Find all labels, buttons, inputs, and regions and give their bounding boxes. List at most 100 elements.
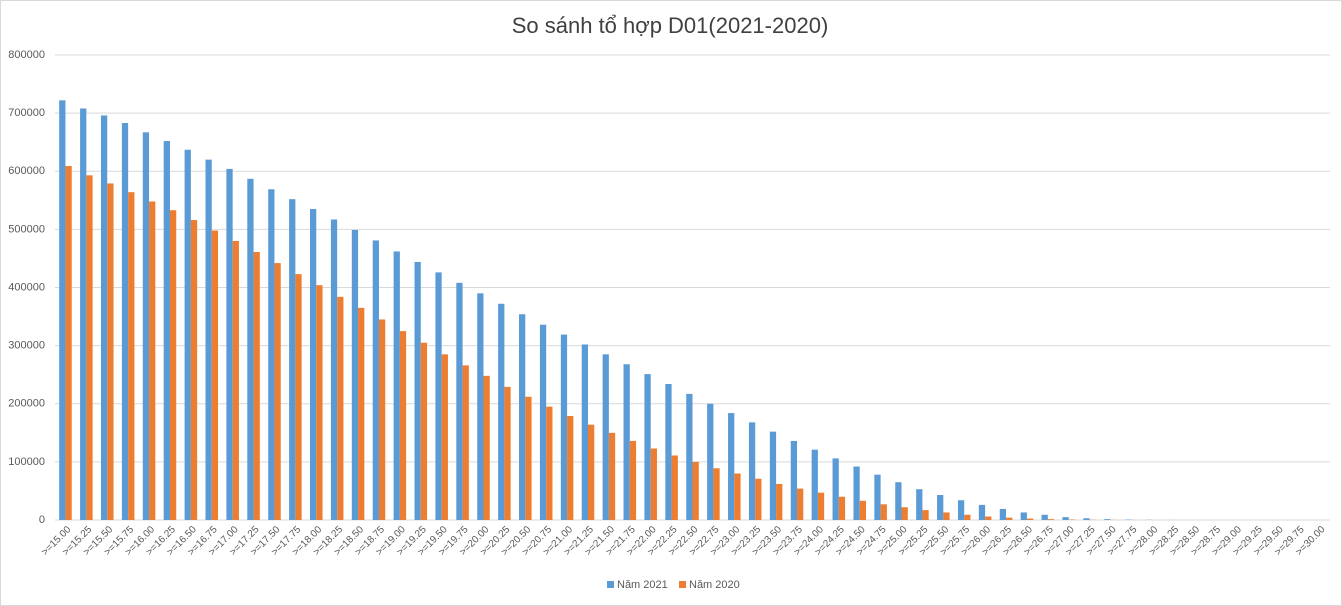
bar: [644, 374, 651, 520]
bar: [797, 488, 804, 520]
y-tick-label: 800000: [8, 49, 45, 61]
bar: [456, 282, 463, 520]
y-tick-label: 400000: [8, 281, 45, 293]
bar: [504, 386, 511, 520]
bar: [922, 510, 929, 520]
bar: [142, 132, 150, 520]
bar: [310, 209, 317, 520]
bar: [1020, 512, 1027, 520]
bar: [602, 354, 609, 520]
bar: [629, 440, 637, 520]
bar: [811, 449, 818, 520]
bar: [107, 183, 114, 521]
bar: [337, 296, 344, 520]
legend-label: Năm 2020: [689, 579, 740, 591]
bar: [957, 500, 965, 520]
bar: [692, 461, 699, 520]
bar: [420, 342, 428, 520]
y-tick-label: 200000: [8, 398, 45, 410]
bar: [372, 240, 379, 520]
bar: [755, 478, 762, 520]
bar: [707, 403, 714, 520]
bar: [817, 492, 825, 520]
bar: [880, 504, 887, 520]
bar: [790, 440, 798, 520]
legend-label: Năm 2021: [617, 579, 668, 591]
bar: [80, 108, 87, 520]
bar: [1041, 514, 1048, 520]
bar: [477, 293, 484, 520]
bar: [539, 324, 547, 520]
bar: [274, 263, 281, 520]
bar: [205, 159, 212, 520]
bar: [483, 375, 490, 520]
bar: [874, 474, 881, 520]
y-tick-label: 100000: [8, 456, 45, 468]
bar: [65, 166, 72, 521]
bar: [665, 383, 672, 520]
bar: [916, 489, 923, 520]
bar: [623, 364, 630, 520]
bar: [1026, 518, 1034, 520]
bar: [853, 466, 860, 520]
bar: [1006, 517, 1013, 520]
bar: [832, 458, 839, 520]
bar: [295, 274, 302, 520]
bar: [121, 123, 129, 520]
bar: [985, 516, 992, 520]
bar: [748, 422, 756, 520]
legend-swatch: [607, 581, 614, 588]
bar: [184, 149, 191, 520]
bar: [901, 507, 908, 520]
bar: [978, 504, 986, 520]
bar: [59, 100, 66, 521]
bar: [1083, 518, 1090, 520]
bar: [441, 354, 448, 520]
bar: [943, 512, 950, 520]
bar: [226, 168, 233, 521]
bar: [435, 272, 442, 520]
bar: [393, 251, 400, 520]
bar: [378, 319, 386, 520]
bar: [519, 314, 526, 520]
bar: [128, 192, 135, 521]
bar: [713, 468, 720, 520]
bar: [86, 175, 93, 520]
bar: [316, 285, 323, 520]
bar: [581, 344, 588, 520]
bar: [351, 229, 359, 521]
y-tick-label: 700000: [8, 107, 45, 119]
bar: [1104, 519, 1111, 520]
bar: [859, 500, 866, 520]
bar: [169, 210, 177, 520]
bar: [650, 448, 657, 520]
bar: [999, 508, 1007, 520]
y-tick-label: 0: [39, 514, 45, 526]
y-tick-label: 500000: [8, 223, 45, 235]
bar: [498, 303, 505, 520]
bar: [1062, 517, 1069, 520]
bar: [769, 431, 777, 520]
bar: [330, 219, 338, 520]
bar: [560, 334, 568, 520]
bar: [671, 455, 678, 520]
bar: [358, 307, 365, 520]
bar: [728, 413, 735, 520]
y-tick-label: 600000: [8, 165, 45, 177]
bar: [100, 115, 108, 520]
bar: [546, 406, 553, 520]
bar: [567, 415, 574, 520]
bar: [462, 365, 469, 520]
bar: [414, 261, 421, 520]
legend-swatch: [679, 581, 686, 588]
bar: [247, 178, 254, 520]
bar: [289, 199, 296, 520]
bar: [895, 482, 902, 520]
bar: [232, 241, 239, 520]
bar: [149, 201, 156, 520]
chart-title: So sánh tổ hợp D01(2021-2020): [512, 13, 829, 38]
bar: [776, 483, 783, 520]
bar: [587, 424, 595, 520]
bar: [734, 473, 741, 520]
